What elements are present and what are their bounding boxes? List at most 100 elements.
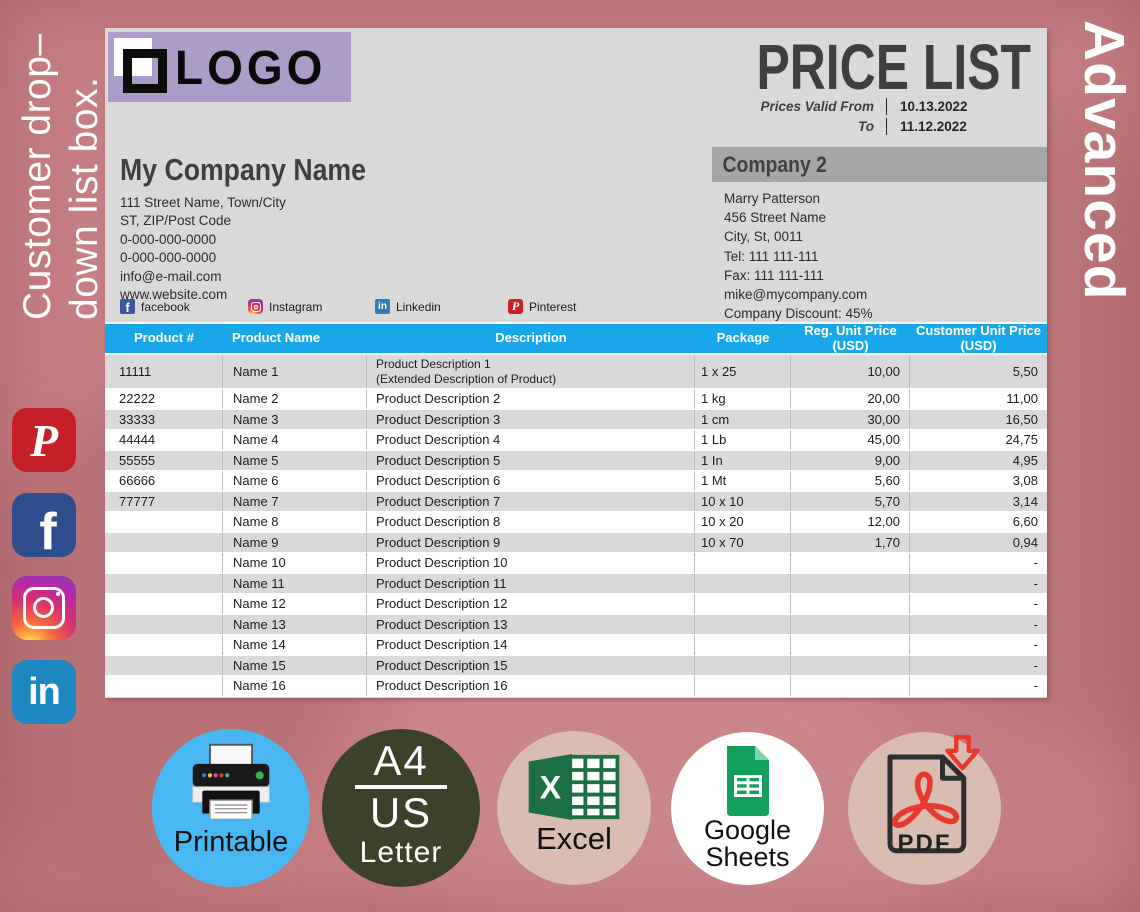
table-cell[interactable]: 5,60	[791, 471, 910, 491]
table-cell[interactable]: Name 8	[223, 512, 367, 532]
table-cell[interactable]: 6,60	[1012, 514, 1038, 530]
instagram-icon[interactable]	[12, 576, 76, 640]
table-cell[interactable]: Product Description 7	[367, 491, 695, 511]
table-cell[interactable]: 3,14	[1012, 493, 1038, 509]
table-cell[interactable]: 10 x 20	[695, 512, 791, 532]
table-cell[interactable]: 5,50	[1012, 364, 1038, 379]
table-cell[interactable]: 1 In	[695, 450, 791, 470]
table-cell[interactable]	[695, 635, 791, 655]
facebook-icon[interactable]	[12, 493, 76, 557]
table-cell[interactable]: -	[1033, 596, 1038, 612]
table-cell[interactable]	[105, 614, 223, 634]
table-cell[interactable]: -	[1033, 555, 1038, 571]
table-cell[interactable]: 22222	[105, 389, 223, 409]
table-cell[interactable]: 77777	[105, 491, 223, 511]
table-cell[interactable]: Name 6	[223, 471, 367, 491]
table-row[interactable]: Name 9 Product Description 9 10 x 70 1,70 0,…	[105, 532, 1047, 553]
table-cell[interactable]: -	[1033, 616, 1038, 632]
table-cell[interactable]: 4,95	[1012, 452, 1038, 468]
table-row[interactable]: Name 16 Product Description 16 -	[105, 676, 1047, 697]
table-cell[interactable]: 5,70	[791, 491, 910, 511]
table-cell[interactable]	[105, 635, 223, 655]
table-cell[interactable]: Product Description 5	[367, 450, 695, 470]
table-cell[interactable]: Product Description 8	[367, 512, 695, 532]
table-cell[interactable]	[695, 553, 791, 573]
table-cell[interactable]: 11111	[105, 355, 223, 388]
table-cell[interactable]	[791, 573, 910, 593]
table-cell[interactable]	[695, 614, 791, 634]
table-cell[interactable]: Name 5	[223, 450, 367, 470]
table-cell[interactable]: 9,00	[791, 450, 910, 470]
social-link-instagram[interactable]: Instagram	[248, 299, 322, 314]
table-row[interactable]: Name 8 Product Description 8 10 x 20 12,00 6…	[105, 512, 1047, 533]
linkedin-icon[interactable]	[12, 660, 76, 724]
social-link-pinterest[interactable]: Pinterest	[508, 299, 576, 314]
table-cell[interactable]: 33333	[105, 409, 223, 429]
table-cell[interactable]: Product Description 1 (Extended Descripti…	[367, 355, 695, 388]
table-cell[interactable]: 44444	[105, 430, 223, 450]
table-cell[interactable]: Product Description 4	[367, 430, 695, 450]
table-cell[interactable]: 11,00	[1006, 391, 1038, 407]
table-cell[interactable]	[791, 676, 910, 696]
table-row[interactable]: Name 15 Product Description 15 -	[105, 655, 1047, 676]
table-row[interactable]: Name 12 Product Description 12 -	[105, 594, 1047, 615]
table-cell[interactable]: Product Description 12	[367, 594, 695, 614]
table-cell[interactable]	[695, 676, 791, 696]
table-cell[interactable]: Name 16	[223, 676, 367, 696]
table-row[interactable]: 11111 Name 1 Product Description 1 (Extende…	[105, 355, 1047, 389]
table-cell[interactable]	[105, 512, 223, 532]
table-cell[interactable]: 24,75	[1005, 432, 1038, 448]
table-cell[interactable]: 30,00	[791, 409, 910, 429]
customer-dropdown[interactable]: Company 2	[712, 147, 1047, 182]
table-cell[interactable]: Product Description 9	[367, 532, 695, 552]
table-cell[interactable]: 16,50	[1005, 411, 1038, 427]
valid-from-date[interactable]: 10.13.2022	[886, 98, 990, 115]
table-cell[interactable]: Product Description 10	[367, 553, 695, 573]
table-cell[interactable]: 0,94	[1012, 534, 1038, 550]
table-cell[interactable]: 3,08	[1012, 473, 1038, 489]
table-cell[interactable]: 10 x 10	[695, 491, 791, 511]
pinterest-icon[interactable]	[12, 408, 76, 472]
table-cell[interactable]: Product Description 3	[367, 409, 695, 429]
table-cell[interactable]: Name 12	[223, 594, 367, 614]
table-cell[interactable]	[791, 553, 910, 573]
valid-to-date[interactable]: 11.12.2022	[886, 118, 990, 135]
table-cell[interactable]	[105, 573, 223, 593]
table-row[interactable]: 77777 Name 7 Product Description 7 10 x 10 5…	[105, 491, 1047, 512]
table-cell[interactable]	[105, 553, 223, 573]
table-cell[interactable]: 1 cm	[695, 409, 791, 429]
table-cell[interactable]: 66666	[105, 471, 223, 491]
table-cell[interactable]: 45,00	[791, 430, 910, 450]
table-cell[interactable]: Name 9	[223, 532, 367, 552]
table-cell[interactable]: Name 4	[223, 430, 367, 450]
table-cell[interactable]: Product Description 14	[367, 635, 695, 655]
table-cell[interactable]	[791, 635, 910, 655]
table-cell[interactable]: Name 2	[223, 389, 367, 409]
table-cell[interactable]	[105, 676, 223, 696]
table-cell[interactable]	[695, 594, 791, 614]
table-cell[interactable]	[791, 614, 910, 634]
table-cell[interactable]	[105, 594, 223, 614]
social-link-linkedin[interactable]: Linkedin	[375, 299, 441, 314]
table-cell[interactable]: Product Description 2	[367, 389, 695, 409]
table-cell[interactable]: -	[1033, 678, 1038, 694]
table-cell[interactable]: -	[1033, 657, 1038, 673]
table-cell[interactable]: 10,00	[791, 355, 910, 388]
table-cell[interactable]: -	[1033, 575, 1038, 591]
table-cell[interactable]: Name 1	[223, 355, 367, 388]
table-cell[interactable]: 1 Mt	[695, 471, 791, 491]
table-row[interactable]: Name 10 Product Description 10 -	[105, 553, 1047, 574]
table-row[interactable]: Name 14 Product Description 14 -	[105, 635, 1047, 656]
table-row[interactable]: Name 11 Product Description 11 -	[105, 573, 1047, 594]
table-cell[interactable]: Name 11	[223, 573, 367, 593]
table-cell[interactable]	[695, 655, 791, 675]
table-cell[interactable]: 1 x 25	[695, 355, 791, 388]
table-cell[interactable]: 10 x 70	[695, 532, 791, 552]
table-cell[interactable]: 12,00	[791, 512, 910, 532]
table-cell[interactable]: 1 Lb	[695, 430, 791, 450]
table-cell[interactable]: 1,70	[791, 532, 910, 552]
table-cell[interactable]: Product Description 16	[367, 676, 695, 696]
